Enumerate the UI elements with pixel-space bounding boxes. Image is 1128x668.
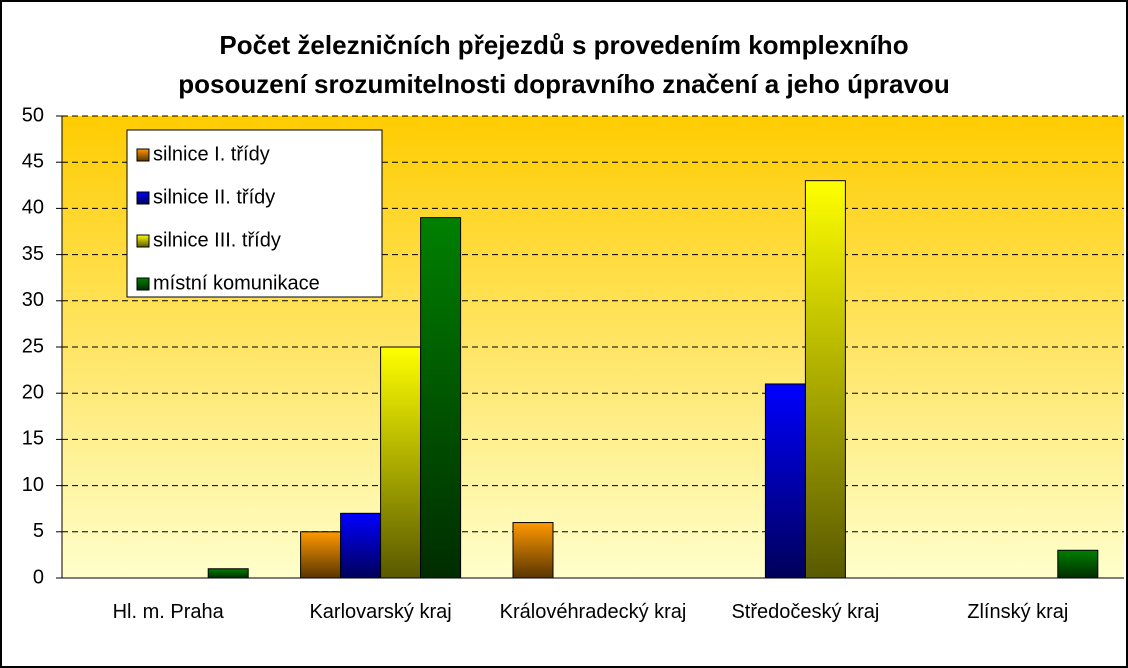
y-tick-label: 20 (22, 381, 44, 403)
y-tick-label: 30 (22, 289, 44, 311)
legend-label: silnice III. třídy (153, 229, 281, 251)
x-tick-label-box: Královéhradecký kraj (499, 601, 687, 623)
x-tick-label: Karlovarský kraj (309, 601, 452, 623)
x-tick-label-box: Středočeský kraj (731, 601, 880, 623)
legend-label: silnice II. třídy (153, 186, 275, 208)
chart-title: Počet železničních přejezdů s provedením… (219, 30, 908, 60)
y-tick-label: 0 (33, 566, 44, 588)
bar (512, 522, 554, 579)
bar (340, 512, 382, 579)
bar (764, 383, 806, 579)
y-tick-label: 45 (22, 150, 44, 172)
y-tick-label: 15 (22, 428, 44, 450)
legend-swatch (136, 234, 150, 248)
legend-swatch (136, 148, 150, 162)
x-tick-label-box: Karlovarský kraj (309, 601, 452, 623)
bar (300, 531, 342, 579)
bar (804, 180, 846, 579)
y-tick-label: 10 (22, 474, 44, 496)
bar (1057, 549, 1099, 579)
x-tick-label: Královéhradecký kraj (499, 601, 687, 623)
bar (207, 568, 249, 579)
x-tick-label-box: Hl. m. Praha (112, 601, 224, 623)
y-tick-label: 50 (22, 104, 44, 126)
x-tick-label: Zlínský kraj (967, 601, 1069, 623)
y-tick-label: 25 (22, 335, 44, 357)
legend (126, 129, 383, 298)
x-tick-label: Středočeský kraj (731, 601, 880, 623)
bar (380, 346, 422, 579)
y-tick-label: 5 (33, 520, 44, 542)
x-tick-label-box: Zlínský kraj (967, 601, 1069, 623)
legend-swatch (136, 277, 150, 291)
legend-label: místní komunikace (153, 272, 320, 294)
legend-label: silnice I. třídy (153, 143, 270, 165)
chart-title: posouzení srozumitelnosti dopravního zna… (178, 69, 949, 99)
x-tick-label: Hl. m. Praha (112, 601, 224, 623)
legend-swatch (136, 191, 150, 205)
y-tick-label: 35 (22, 243, 44, 265)
bar (420, 217, 462, 579)
y-tick-label: 40 (22, 197, 44, 219)
